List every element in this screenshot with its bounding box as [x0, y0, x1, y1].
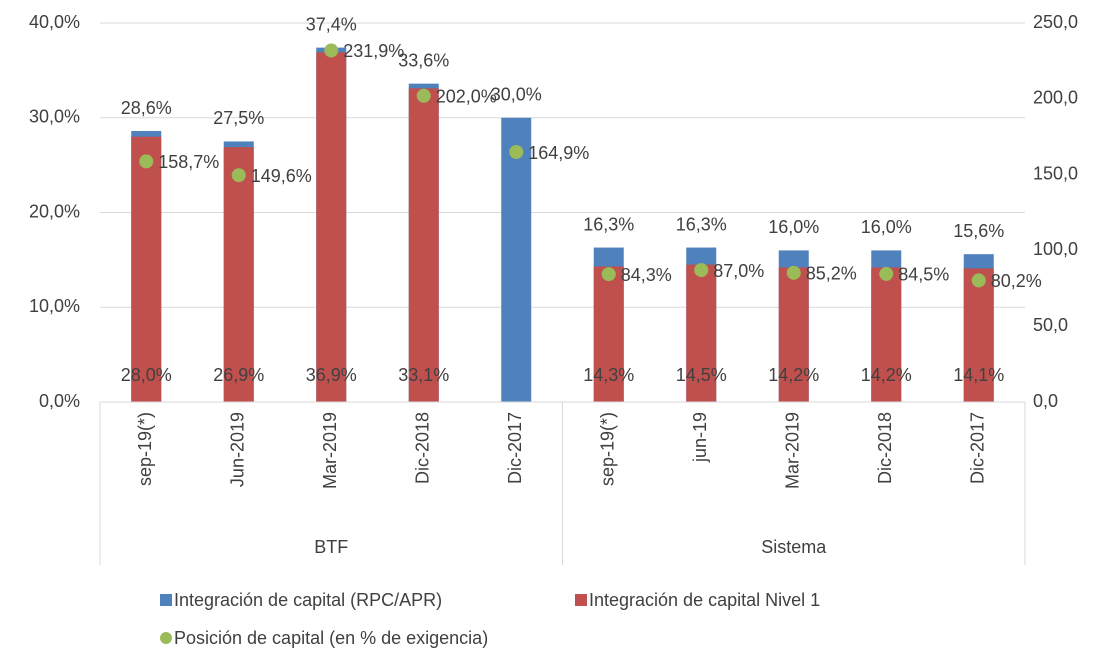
point — [416, 88, 431, 103]
point — [324, 43, 339, 58]
y2-tick-label: 0,0 — [1033, 391, 1058, 411]
y2-tick-label: 200,0 — [1033, 88, 1078, 108]
data-label: 164,9% — [528, 143, 589, 163]
x-tick-label: sep-19(*) — [135, 412, 155, 486]
legend-swatch — [160, 632, 172, 644]
data-label: 87,0% — [713, 261, 764, 281]
x-tick-label: Dic-2017 — [968, 412, 988, 484]
bar — [871, 267, 902, 402]
data-label: 30,0% — [491, 85, 542, 105]
data-label: 33,1% — [398, 365, 449, 385]
data-label: 28,0% — [121, 365, 172, 385]
y2-tick-label: 150,0 — [1033, 163, 1078, 183]
group-label: Sistema — [761, 537, 827, 557]
y-tick-label: 30,0% — [29, 107, 80, 127]
data-label: 202,0% — [436, 87, 497, 107]
x-tick-label: Dic-2018 — [875, 412, 895, 484]
bar — [501, 117, 532, 402]
data-label: 27,5% — [213, 108, 264, 128]
y-tick-label: 10,0% — [29, 296, 80, 316]
data-label: 14,2% — [861, 365, 912, 385]
data-label: 33,6% — [398, 50, 449, 70]
data-label: 14,5% — [676, 365, 727, 385]
point — [786, 265, 801, 280]
x-tick-label: Jun-2019 — [228, 412, 248, 487]
data-label: 16,3% — [676, 214, 727, 234]
data-label: 28,6% — [121, 98, 172, 118]
data-label: 158,7% — [158, 152, 219, 172]
point — [139, 154, 154, 169]
data-label: 16,0% — [861, 217, 912, 237]
point — [694, 263, 709, 278]
bar — [316, 52, 347, 403]
x-tick-label: Mar-2019 — [783, 412, 803, 489]
data-label: 37,4% — [306, 14, 357, 34]
data-label: 26,9% — [213, 365, 264, 385]
point — [971, 273, 986, 288]
legend-swatch — [575, 594, 587, 606]
point — [879, 266, 894, 281]
data-label: 16,0% — [768, 217, 819, 237]
y2-tick-label: 100,0 — [1033, 239, 1078, 259]
y-tick-label: 0,0% — [39, 391, 80, 411]
data-label: 36,9% — [306, 365, 357, 385]
data-label: 84,3% — [621, 265, 672, 285]
data-label: 14,2% — [768, 365, 819, 385]
data-label: 14,1% — [953, 365, 1004, 385]
x-tick-label: Dic-2017 — [505, 412, 525, 484]
legend-swatch — [160, 594, 172, 606]
bar — [408, 88, 439, 402]
x-tick-label: Dic-2018 — [413, 412, 433, 484]
bar — [686, 264, 717, 402]
point — [601, 267, 616, 282]
data-label: 14,3% — [583, 365, 634, 385]
y2-tick-label: 250,0 — [1033, 12, 1078, 32]
bar — [223, 147, 254, 402]
point — [231, 168, 246, 183]
data-label: 15,6% — [953, 221, 1004, 241]
y-tick-label: 20,0% — [29, 201, 80, 221]
bar — [593, 266, 624, 402]
group-label: BTF — [314, 537, 348, 557]
data-label: 16,3% — [583, 214, 634, 234]
legend-label: Integración de capital Nivel 1 — [589, 590, 820, 610]
y2-tick-label: 50,0 — [1033, 315, 1068, 335]
x-tick-label: jun-19 — [690, 412, 710, 463]
y-tick-label: 40,0% — [29, 12, 80, 32]
data-label: 85,2% — [806, 264, 857, 284]
bar — [963, 268, 994, 402]
data-label: 231,9% — [343, 41, 404, 61]
bar — [778, 267, 809, 402]
x-tick-label: sep-19(*) — [598, 412, 618, 486]
point — [509, 145, 524, 160]
data-label: 84,5% — [898, 265, 949, 285]
x-tick-label: Mar-2019 — [320, 412, 340, 489]
data-label: 80,2% — [991, 271, 1042, 291]
legend-label: Integración de capital (RPC/APR) — [174, 590, 442, 610]
data-label: 149,6% — [251, 166, 312, 186]
bar — [131, 136, 162, 402]
legend-label: Posición de capital (en % de exigencia) — [174, 628, 488, 648]
